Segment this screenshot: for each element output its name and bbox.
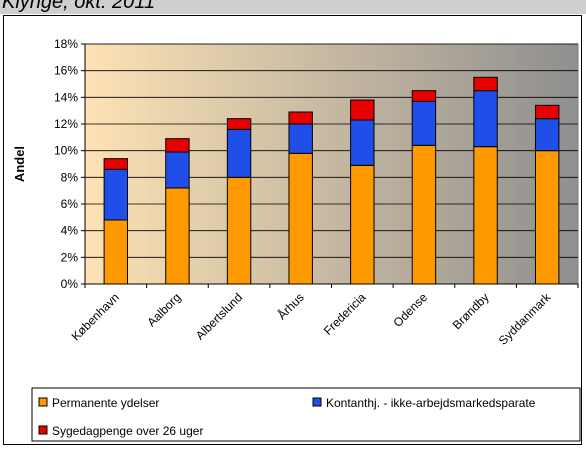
chart-frame: 0% 2% 4% 6% 8% 10% 12% 14% 16% 18% København Aalbo… xyxy=(3,15,582,445)
bar-segment-Odense-0 xyxy=(411,144,437,285)
bar-segment-Fredericia-0 xyxy=(350,164,375,285)
x-tick-label: Syddanmark xyxy=(496,290,554,348)
bar-segment-Syddanmark-1 xyxy=(534,118,560,152)
bar-segment-Århus-2 xyxy=(288,111,313,125)
x-tick-label: Odense xyxy=(390,290,430,330)
stacked-bar-chart: 0% 2% 4% 6% 8% 10% 12% 14% 16% 18% København Aalbo… xyxy=(12,37,581,442)
y-tick-label: 10% xyxy=(54,144,78,158)
bar-segment-Albertslund-0 xyxy=(226,176,252,285)
x-tick-label: Albertslund xyxy=(193,290,245,342)
y-tick-label: 12% xyxy=(54,117,78,131)
legend-swatch-sygedagpenge xyxy=(38,425,48,435)
y-tick-label: 0% xyxy=(61,277,79,291)
x-tick-label: Aalborg xyxy=(144,290,183,329)
y-tick-labels: 0% 2% 4% 6% 8% 10% 12% 14% 16% 18% xyxy=(54,37,78,291)
bar-segment-Aalborg-0 xyxy=(165,187,190,285)
legend-label-permanente: Permanente ydelser xyxy=(52,396,159,410)
legend-swatch-kontanthj xyxy=(312,397,322,407)
y-tick-label: 8% xyxy=(61,170,79,184)
y-tick-label: 18% xyxy=(54,37,78,51)
bar-segment-Århus-0 xyxy=(288,152,313,285)
header-bar: Klynge, okt. 2011 xyxy=(0,0,586,14)
legend: Permanente ydelser Kontanthj. - ikke-arb… xyxy=(31,387,581,442)
bar-segment-København-0 xyxy=(103,219,129,285)
bar-segment-Brøndby-0 xyxy=(473,146,498,285)
bar-segment-Brøndby-2 xyxy=(473,76,498,92)
bar-segment-Odense-1 xyxy=(411,100,437,146)
bar-segment-København-1 xyxy=(103,168,129,221)
page-title: Klynge, okt. 2011 xyxy=(2,0,156,13)
legend-label-sygedagpenge: Sygedagpenge over 26 uger xyxy=(52,424,203,438)
x-tick-label: København xyxy=(69,290,122,343)
bar-segment-København-2 xyxy=(103,158,129,170)
bar-segment-Syddanmark-0 xyxy=(534,150,560,285)
x-tick-labels: København Aalborg Albertslund Århus Frederic… xyxy=(69,284,579,348)
bar-segment-Århus-1 xyxy=(288,123,313,154)
y-tick-label: 14% xyxy=(54,90,78,104)
y-tick-label: 2% xyxy=(61,250,79,264)
x-tick-label: Fredericia xyxy=(321,290,369,338)
bar-segment-Fredericia-2 xyxy=(350,99,375,121)
bar-segment-Odense-2 xyxy=(411,90,437,102)
bar-segment-Aalborg-1 xyxy=(165,151,190,189)
bar-segment-Albertslund-1 xyxy=(226,128,252,178)
x-tick-label: Århus xyxy=(274,290,307,323)
bar-segment-Brøndby-1 xyxy=(473,90,498,148)
y-tick-label: 6% xyxy=(61,197,79,211)
y-tick-label: 4% xyxy=(61,224,79,238)
bar-segment-Albertslund-2 xyxy=(226,118,252,130)
y-tick-label: 16% xyxy=(54,64,78,78)
bar-segment-Syddanmark-2 xyxy=(534,104,560,120)
x-tick-label: Brøndby xyxy=(450,290,492,332)
y-axis-label: Andel xyxy=(12,146,27,182)
legend-label-kontanthj: Kontanthj. - ikke-arbejdsmarkedsparate xyxy=(326,396,536,410)
bar-segment-Aalborg-2 xyxy=(165,138,190,153)
bar-segment-Fredericia-1 xyxy=(350,119,375,166)
legend-box xyxy=(31,387,581,442)
plot-area xyxy=(84,43,579,285)
legend-swatch-permanente xyxy=(38,397,48,407)
bars xyxy=(103,76,560,285)
